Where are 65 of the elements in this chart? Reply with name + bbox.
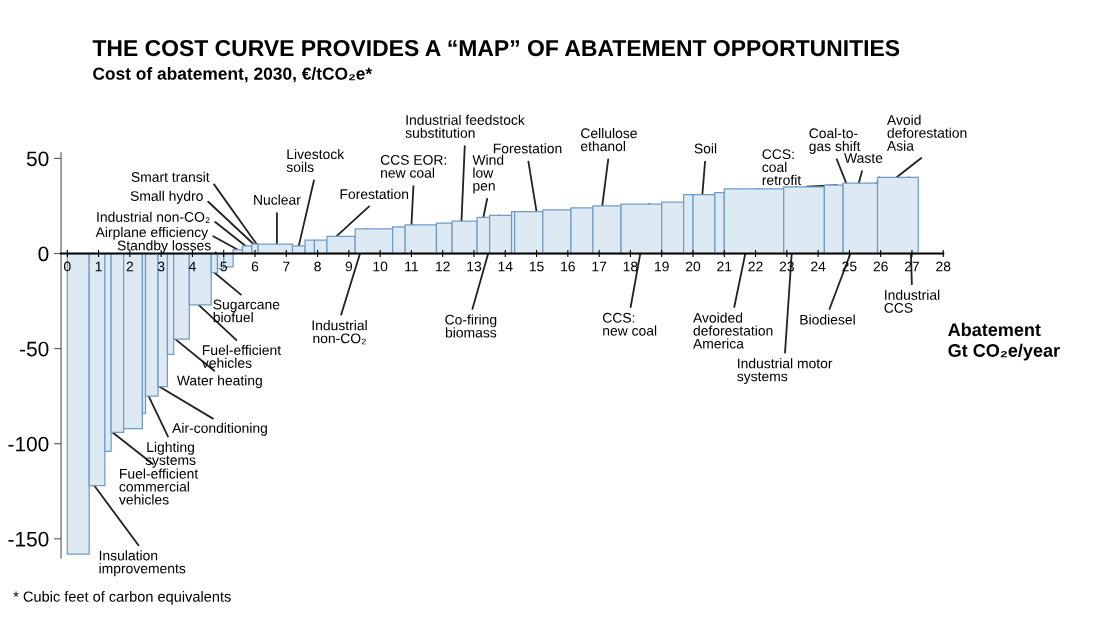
annotation: Cellulose ethanol (580, 128, 637, 152)
annotation: Livestock soils (286, 148, 345, 173)
annotation: Sugarcane biofuel (213, 299, 280, 323)
x-tick-label: 4 (188, 261, 196, 272)
annotation: Coal-to- gas shift (809, 128, 861, 154)
x-tick-label: 8 (314, 261, 321, 272)
annotation: Industrial non-CO₂ (97, 211, 210, 223)
x-tick-label: 17 (592, 261, 607, 272)
annotation: Smart transit (131, 171, 210, 182)
x-tick-label: 3 (157, 261, 165, 272)
annotation: Airplane efficiency (95, 226, 209, 240)
annotation: Soil (694, 143, 717, 154)
x-tick-label: 19 (655, 261, 669, 272)
annotation: Standby losses (117, 240, 211, 254)
x-tick-label: 12 (436, 261, 450, 272)
x-tick-label: 16 (561, 261, 575, 272)
x-tick-label: 0 (63, 261, 71, 272)
annotation: Industrial CCS (884, 289, 940, 313)
x-tick-label: 15 (529, 261, 544, 272)
annotation: Wind low pen (472, 154, 504, 194)
annotation: Industrial non-CO₂ (312, 320, 367, 345)
annotation: Small hydro (130, 190, 203, 204)
x-tick-label: 20 (685, 261, 701, 272)
annotation: Avoid deforestation Asia (886, 114, 967, 151)
x-tick-label: 10 (373, 261, 388, 272)
x-tick-label: 5 (220, 261, 228, 272)
x-tick-label: 24 (811, 261, 826, 272)
x-tick-label: 28 (936, 261, 951, 272)
x-tick-label: 7 (283, 261, 290, 272)
annotation: Water heating (176, 375, 262, 389)
x-tick-label: 22 (748, 261, 763, 272)
x-tick-label: 1 (95, 261, 102, 272)
x-tick-label: 18 (623, 261, 638, 272)
annotation: Waste (844, 153, 883, 163)
y-tick-label: 50 (26, 151, 49, 167)
annotation: Biodiesel (800, 314, 855, 325)
x-tick-label: 9 (345, 261, 353, 272)
annotation: Forestation (340, 188, 409, 200)
y-tick-label: -100 (8, 436, 49, 452)
y-tick-label: -50 (20, 341, 49, 357)
annotation: Avoided deforestation America (693, 312, 773, 349)
annotation: CCS: coal retrofit (762, 149, 802, 186)
x-tick-label: 21 (717, 261, 732, 272)
annotation: Insulation improvements (99, 550, 186, 577)
chart-title: THE COST CURVE PROVIDES A “MAP” OF ABATEMENT OPPORTUNITIES (92, 39, 900, 57)
x-tick-label: 13 (467, 261, 482, 272)
x-tick-label: 26 (873, 261, 888, 272)
y-tick-label: 0 (38, 246, 49, 262)
x-tick-label: 6 (251, 261, 259, 272)
x-tick-label: 2 (126, 261, 134, 272)
annotation: Industrial feedstock substitution (405, 114, 525, 138)
x-tick-label: 14 (498, 261, 513, 272)
x-axis-title: Abatement Gt CO₂e/year (948, 322, 1060, 361)
annotation: Forestation (493, 143, 562, 154)
x-tick-label: 11 (405, 261, 418, 272)
text: * Cubic feet of carbon equivalents (13, 591, 231, 605)
annotation: CCS EOR: new coal (380, 154, 447, 178)
annotation: Co-firing biomass (445, 314, 497, 338)
annotation: CCS: new coal (602, 312, 657, 336)
annotation: Industrial motor systems (737, 358, 833, 385)
annotation: Air-conditioning (172, 422, 267, 436)
chart-subtitle: Cost of abatement, 2030, €/tCO₂e* (93, 67, 373, 83)
annotation: Nuclear (254, 194, 301, 205)
y-tick-label: -150 (8, 531, 49, 547)
annotation: Fuel-efficient commercial vehicles (118, 468, 199, 505)
